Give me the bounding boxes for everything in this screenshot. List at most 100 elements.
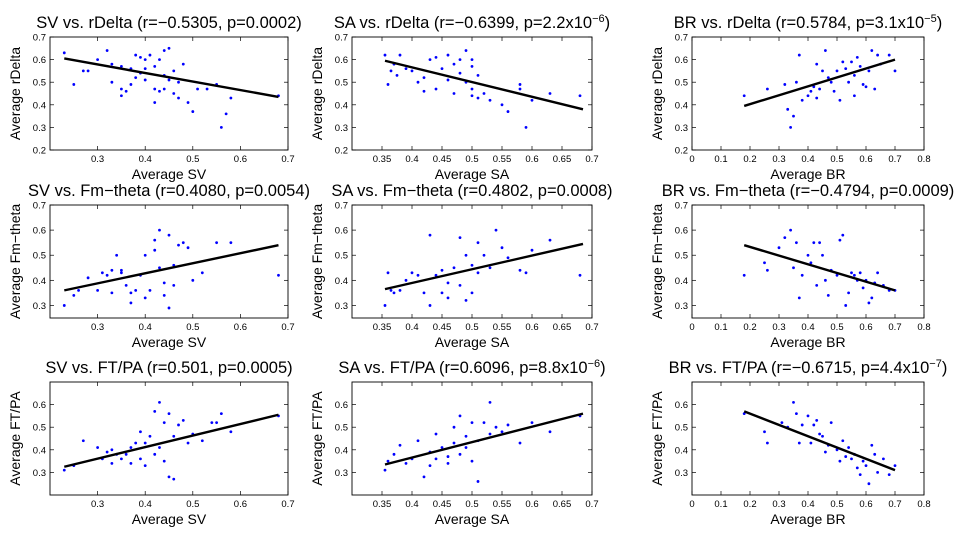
x-tick-label: 0.1 (714, 154, 727, 165)
data-point (777, 246, 781, 250)
data-point (105, 273, 109, 277)
data-point (86, 69, 90, 73)
scatter-panel: SV vs. FT/PA (r=0.501, p=0.0005) 0.3 0.4 0.… (7, 359, 295, 527)
data-point (806, 414, 810, 418)
y-tick-label: 0.6 (335, 55, 348, 66)
y-tick-label: 0.7 (33, 201, 46, 212)
data-point (812, 85, 816, 89)
x-tick-label: 0.5 (186, 322, 199, 333)
data-point (873, 87, 877, 91)
x-tick-label: 0.3 (91, 499, 104, 510)
data-point (200, 271, 204, 275)
data-point (422, 475, 426, 479)
data-point (858, 64, 862, 68)
x-axis-label: Average SV (132, 166, 207, 182)
data-point (162, 49, 166, 52)
x-tick-label: 0.6 (525, 499, 538, 510)
x-tick-label: 0.65 (553, 499, 572, 510)
regression-line (64, 244, 279, 292)
data-point (518, 87, 522, 91)
data-point (470, 94, 474, 98)
x-tick-label: 0.6 (859, 499, 872, 510)
scatter-panel: SV vs. Fm−theta (r=0.4080, p=0.0054) 0.3 0… (7, 182, 310, 350)
data-point (835, 273, 839, 277)
x-tick-label: 0.7 (888, 499, 901, 510)
data-point (440, 67, 444, 71)
data-point (476, 241, 480, 245)
data-point (458, 236, 462, 240)
data-point (470, 64, 474, 68)
plot-frame (691, 204, 925, 319)
data-point (139, 457, 142, 461)
data-point (818, 87, 821, 91)
chart-title: BR vs. FT/PA (r=−0.6715, p=4.4x10−7) (669, 358, 948, 377)
data-point (62, 51, 66, 55)
y-tick-label: 0.5 (33, 251, 46, 262)
data-point (518, 268, 522, 272)
data-point (105, 49, 109, 52)
data-point (383, 304, 387, 307)
data-point (488, 432, 492, 436)
data-point (870, 296, 874, 300)
data-point (482, 421, 486, 425)
y-tick-label: 0.3 (33, 123, 46, 134)
data-point (229, 96, 233, 100)
x-axis-label: Average SA (435, 511, 510, 527)
x-axis-label: Average BR (770, 334, 845, 350)
y-axis-label: Average FT/PA (7, 391, 23, 486)
x-tick-label: 0.55 (493, 322, 512, 333)
data-point (476, 74, 480, 77)
y-tick-label: 0.6 (675, 226, 688, 237)
x-tick-label: 0 (689, 154, 694, 165)
x-tick-label: 0.3 (772, 154, 785, 165)
y-tick-label: 0.2 (335, 146, 348, 157)
regression-line (63, 413, 279, 468)
y-tick-label: 0.7 (33, 33, 46, 44)
data-point (844, 67, 848, 71)
data-point (876, 471, 879, 474)
data-point (476, 480, 480, 483)
data-point (153, 64, 157, 68)
data-point (800, 98, 804, 102)
data-point (476, 96, 480, 100)
data-point (821, 69, 824, 73)
data-point (826, 76, 830, 80)
x-tick-label: 0.1 (714, 322, 727, 333)
x-tick-label: 0.4 (405, 322, 418, 333)
plot-frame (351, 204, 593, 319)
data-point (858, 271, 862, 275)
data-point (853, 74, 856, 77)
y-tick-label: 0.4 (675, 100, 688, 111)
x-tick-label: 0.8 (917, 499, 930, 510)
chart-title: SV vs. FT/PA (r=0.501, p=0.0005) (45, 359, 292, 377)
x-tick-label: 0.7 (585, 322, 598, 333)
data-point (780, 421, 784, 425)
data-point (766, 441, 769, 445)
data-point (482, 253, 486, 257)
y-tick-label: 0.5 (33, 423, 46, 434)
data-point (177, 96, 180, 100)
data-point (867, 69, 871, 73)
plot-frame (49, 36, 289, 151)
data-point (818, 241, 821, 245)
data-point (110, 448, 114, 452)
data-point (446, 461, 450, 465)
data-point (215, 241, 219, 245)
y-tick-label: 0.5 (33, 78, 46, 89)
y-tick-label: 0.6 (675, 55, 688, 66)
data-point (428, 304, 432, 307)
data-point (494, 425, 498, 429)
x-tick-label: 0.65 (553, 322, 572, 333)
x-tick-label: 0.6 (234, 499, 247, 510)
data-point (416, 273, 420, 277)
data-point (398, 443, 402, 447)
data-point (789, 126, 792, 129)
chart-title: SV vs. Fm−theta (r=0.4080, p=0.0054) (28, 182, 310, 200)
chart-title: BR vs. Fm−theta (r=−0.4794, p=0.0009) (662, 182, 955, 200)
x-tick-label: 0.6 (525, 154, 538, 165)
data-point (219, 126, 223, 129)
data-point (134, 441, 138, 445)
data-point (742, 273, 746, 277)
data-point (143, 441, 147, 445)
